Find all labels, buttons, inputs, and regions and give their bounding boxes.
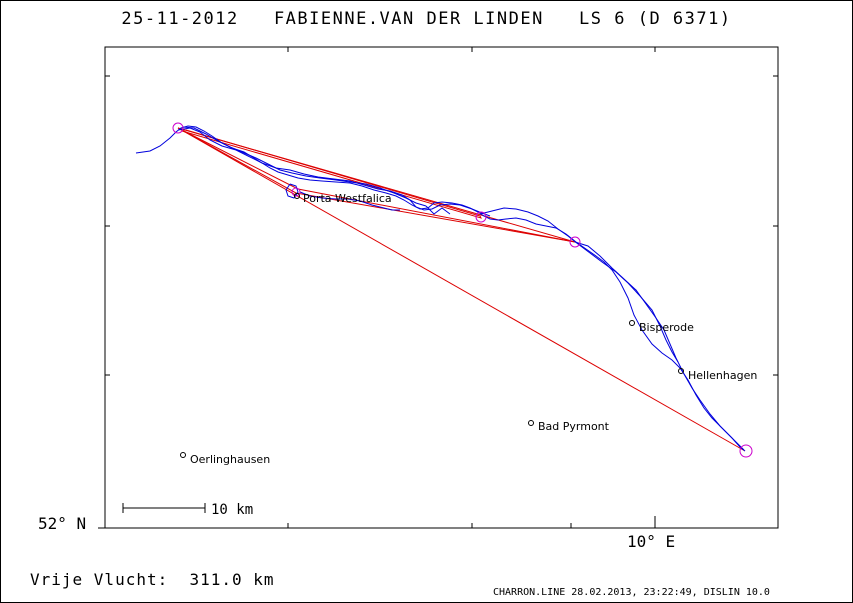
town-marker-icon: [678, 368, 684, 374]
free-flight-distance: Vrije Vlucht: 311.0 km: [30, 570, 275, 589]
turnpoint-icon: [739, 444, 753, 458]
left-ticks: [105, 75, 110, 376]
turnpoint-icon: [475, 211, 487, 223]
town-label-hellenhagen: Hellenhagen: [688, 369, 757, 382]
footer-credit: CHARRON.LINE 28.02.2013, 23:22:49, DISLI…: [493, 587, 770, 598]
town-marker-icon: [294, 193, 300, 199]
gps-track: [135, 125, 746, 452]
latitude-label: 52° N: [38, 514, 87, 533]
town-marker-icon: [528, 420, 534, 426]
turnpoint-icon: [569, 236, 581, 248]
map-title: 25-11-2012 FABIENNE.VAN DER LINDEN LS 6 …: [121, 9, 732, 29]
town-label-bisperode: Bisperode: [639, 321, 694, 334]
right-ticks: [773, 75, 778, 376]
town-markers: [180, 193, 684, 458]
scale-bar-label: 10 km: [211, 502, 253, 518]
turnpoint-icon: [291, 187, 301, 197]
plot-frame: [104, 46, 779, 529]
top-ticks: [287, 47, 656, 52]
turnpoints: [172, 122, 753, 458]
town-marker-icon: [629, 320, 635, 326]
turnpoint-icon: [172, 122, 184, 134]
bottom-ticks: [287, 516, 656, 528]
task-lines: [177, 127, 746, 452]
scale-bar: [122, 503, 206, 513]
longitude-label: 10° E: [627, 532, 676, 551]
town-marker-icon: [180, 452, 186, 458]
town-label-oerlinghausen: Oerlinghausen: [190, 453, 270, 466]
town-label-bad-pyrmont: Bad Pyrmont: [538, 420, 610, 433]
town-label-porta-westfalica: Porta Westfalica: [303, 192, 392, 205]
